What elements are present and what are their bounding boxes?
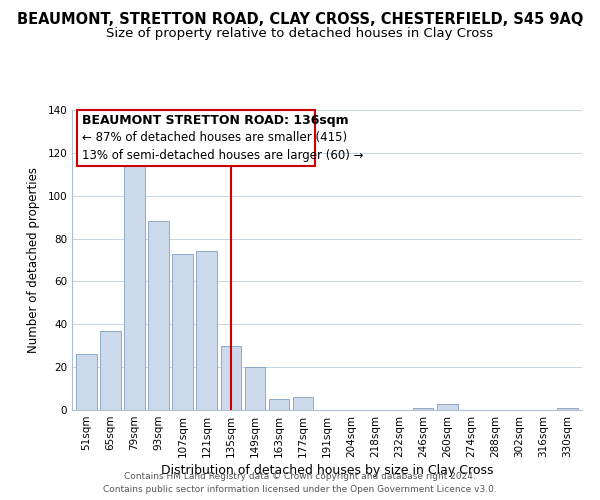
Bar: [172, 254, 193, 410]
Text: Contains public sector information licensed under the Open Government Licence v3: Contains public sector information licen…: [103, 485, 497, 494]
Bar: [245, 367, 265, 410]
Bar: [77, 110, 315, 166]
Bar: [413, 408, 433, 410]
Y-axis label: Number of detached properties: Number of detached properties: [28, 167, 40, 353]
Bar: [196, 252, 217, 410]
Bar: [100, 330, 121, 410]
Bar: [148, 222, 169, 410]
Bar: [76, 354, 97, 410]
Bar: [293, 397, 313, 410]
Text: Size of property relative to detached houses in Clay Cross: Size of property relative to detached ho…: [106, 28, 494, 40]
Bar: [269, 400, 289, 410]
X-axis label: Distribution of detached houses by size in Clay Cross: Distribution of detached houses by size …: [161, 464, 493, 477]
Bar: [557, 408, 578, 410]
Text: ← 87% of detached houses are smaller (415): ← 87% of detached houses are smaller (41…: [82, 132, 347, 144]
Text: Contains HM Land Registry data © Crown copyright and database right 2024.: Contains HM Land Registry data © Crown c…: [124, 472, 476, 481]
Text: BEAUMONT, STRETTON ROAD, CLAY CROSS, CHESTERFIELD, S45 9AQ: BEAUMONT, STRETTON ROAD, CLAY CROSS, CHE…: [17, 12, 583, 28]
Text: BEAUMONT STRETTON ROAD: 136sqm: BEAUMONT STRETTON ROAD: 136sqm: [82, 114, 348, 128]
Bar: [221, 346, 241, 410]
Bar: [124, 157, 145, 410]
Text: 13% of semi-detached houses are larger (60) →: 13% of semi-detached houses are larger (…: [82, 148, 363, 162]
Bar: [437, 404, 458, 410]
